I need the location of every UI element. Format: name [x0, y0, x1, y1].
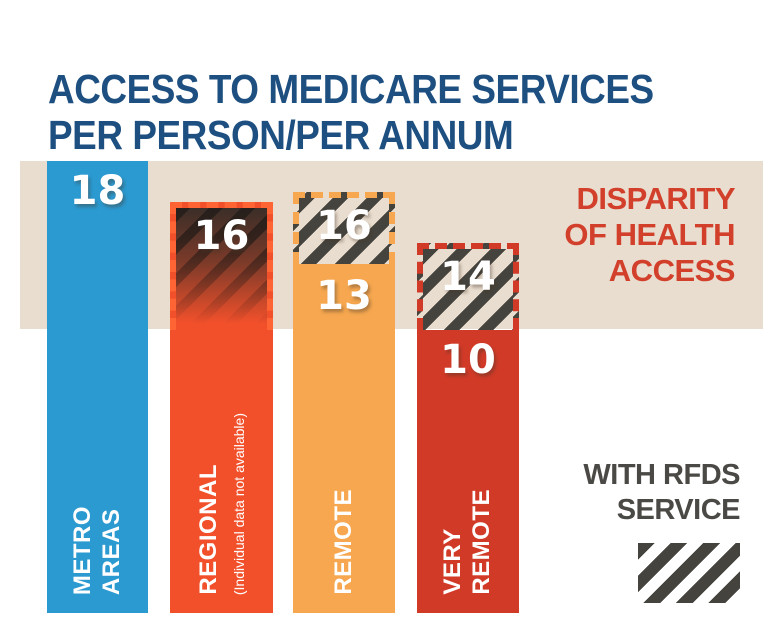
bar-very-remote-rfds-value: 14 [440, 254, 496, 300]
bar-regional-rfds-hatch-zone: 16 [170, 202, 273, 330]
bar-metro-solid-segment: 18 METRO AREAS [47, 161, 148, 613]
bar-remote-rfds-value: 16 [316, 203, 372, 249]
bar-regional-label-area: REGIONAL (Individual data not available) [170, 413, 273, 595]
bar-very-remote-label: VERY REMOTE [439, 489, 495, 595]
bar-very-remote-label-area: VERY REMOTE [417, 489, 519, 595]
bar-remote-solid-segment: 13 REMOTE [293, 264, 395, 613]
regional-hatch-stripes [176, 208, 267, 330]
bar-regional-rfds-value: 16 [193, 213, 250, 259]
page-title: ACCESS TO MEDICARE SERVICES PER PERSON/P… [48, 66, 654, 158]
bar-remote-rfds-hatch-zone: 16 [293, 192, 395, 264]
bar-metro-label-area: METRO AREAS [47, 506, 148, 595]
bar-very-remote-rfds-hatch-zone: 14 [417, 243, 519, 330]
bar-metro-label: METRO AREAS [68, 505, 125, 595]
bar-metro-value: 18 [69, 168, 126, 214]
rfds-hatch-legend-swatch [638, 543, 740, 603]
bar-remote: 16 13 REMOTE [293, 192, 395, 613]
bar-remote-label-area: REMOTE [293, 489, 395, 595]
bar-remote-value: 13 [316, 273, 372, 319]
disparity-heading: DISPARITY OF HEALTH ACCESS [564, 181, 735, 288]
bar-very-remote-solid-segment: 10 VERY REMOTE [417, 330, 519, 613]
bar-metro-areas: 18 METRO AREAS [47, 161, 148, 613]
bar-very-remote-value: 10 [440, 337, 496, 383]
bar-regional-label: REGIONAL [195, 464, 223, 595]
bar-regional-solid-segment: REGIONAL (Individual data not available) [170, 330, 273, 613]
bar-regional: 16 REGIONAL (Individual data not availab… [170, 202, 273, 613]
bar-regional-sublabel: (Individual data not available) [231, 412, 247, 595]
bar-remote-label: REMOTE [329, 489, 357, 595]
rfds-legend-heading: WITH RFDS SERVICE [583, 459, 740, 526]
bar-very-remote: 14 10 VERY REMOTE [417, 243, 519, 613]
